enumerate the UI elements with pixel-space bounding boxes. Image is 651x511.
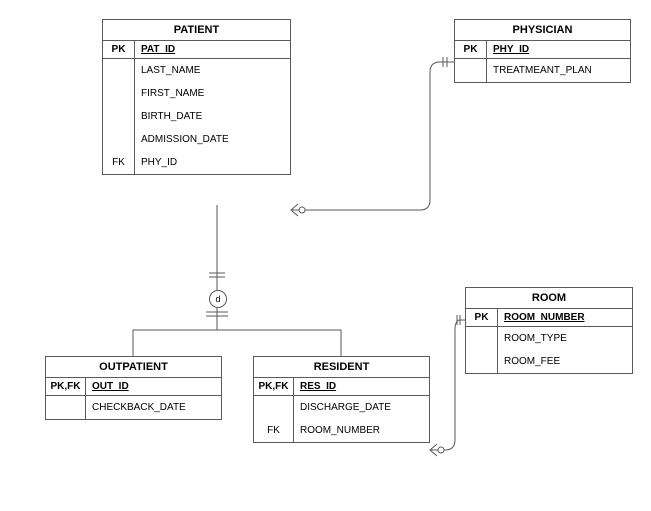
entity-patient: PATIENT PK FK PAT_ID LAST_NAME FIRST_NAM…: [102, 19, 291, 175]
attr-row: PHY_ID: [135, 151, 290, 174]
key-fk: FK: [254, 419, 293, 442]
attr-row: BIRTH_DATE: [135, 105, 290, 128]
key-header: PK,FK: [46, 378, 85, 396]
entity-room: ROOM PK ROOM_NUMBER ROOM_TYPE ROOM_FEE: [465, 287, 633, 374]
entity-title: OUTPATIENT: [46, 357, 221, 378]
key-header: PK: [455, 41, 486, 59]
entity-title: PHYSICIAN: [455, 20, 630, 41]
key-header: PK: [466, 309, 497, 327]
attr-row: LAST_NAME: [135, 59, 290, 82]
attr-row: FIRST_NAME: [135, 82, 290, 105]
attr-row: ROOM_NUMBER: [294, 419, 429, 442]
attr-row: TREATMEANT_PLAN: [487, 59, 630, 82]
attr-row: ADMISSION_DATE: [135, 128, 290, 151]
key-header: PK: [103, 41, 134, 59]
attr-row: CHECKBACK_DATE: [86, 396, 221, 419]
entity-physician: PHYSICIAN PK PHY_ID TREATMEANT_PLAN: [454, 19, 631, 83]
key-fk: FK: [103, 151, 134, 174]
pk-attr: PHY_ID: [487, 41, 630, 59]
entity-title: PATIENT: [103, 20, 290, 41]
pk-attr: OUT_ID: [86, 378, 221, 396]
pk-attr: PAT_ID: [135, 41, 290, 59]
attr-row: DISCHARGE_DATE: [294, 396, 429, 419]
pk-attr: ROOM_NUMBER: [498, 309, 632, 327]
entity-title: ROOM: [466, 288, 632, 309]
attr-row: ROOM_FEE: [498, 350, 632, 373]
entity-resident: RESIDENT PK,FK FK RES_ID DISCHARGE_DATE …: [253, 356, 430, 443]
entity-title: RESIDENT: [254, 357, 429, 378]
key-header: PK,FK: [254, 378, 293, 396]
attr-row: ROOM_TYPE: [498, 327, 632, 350]
entity-outpatient: OUTPATIENT PK,FK OUT_ID CHECKBACK_DATE: [45, 356, 222, 420]
pk-attr: RES_ID: [294, 378, 429, 396]
inheritance-symbol: d: [209, 290, 227, 308]
